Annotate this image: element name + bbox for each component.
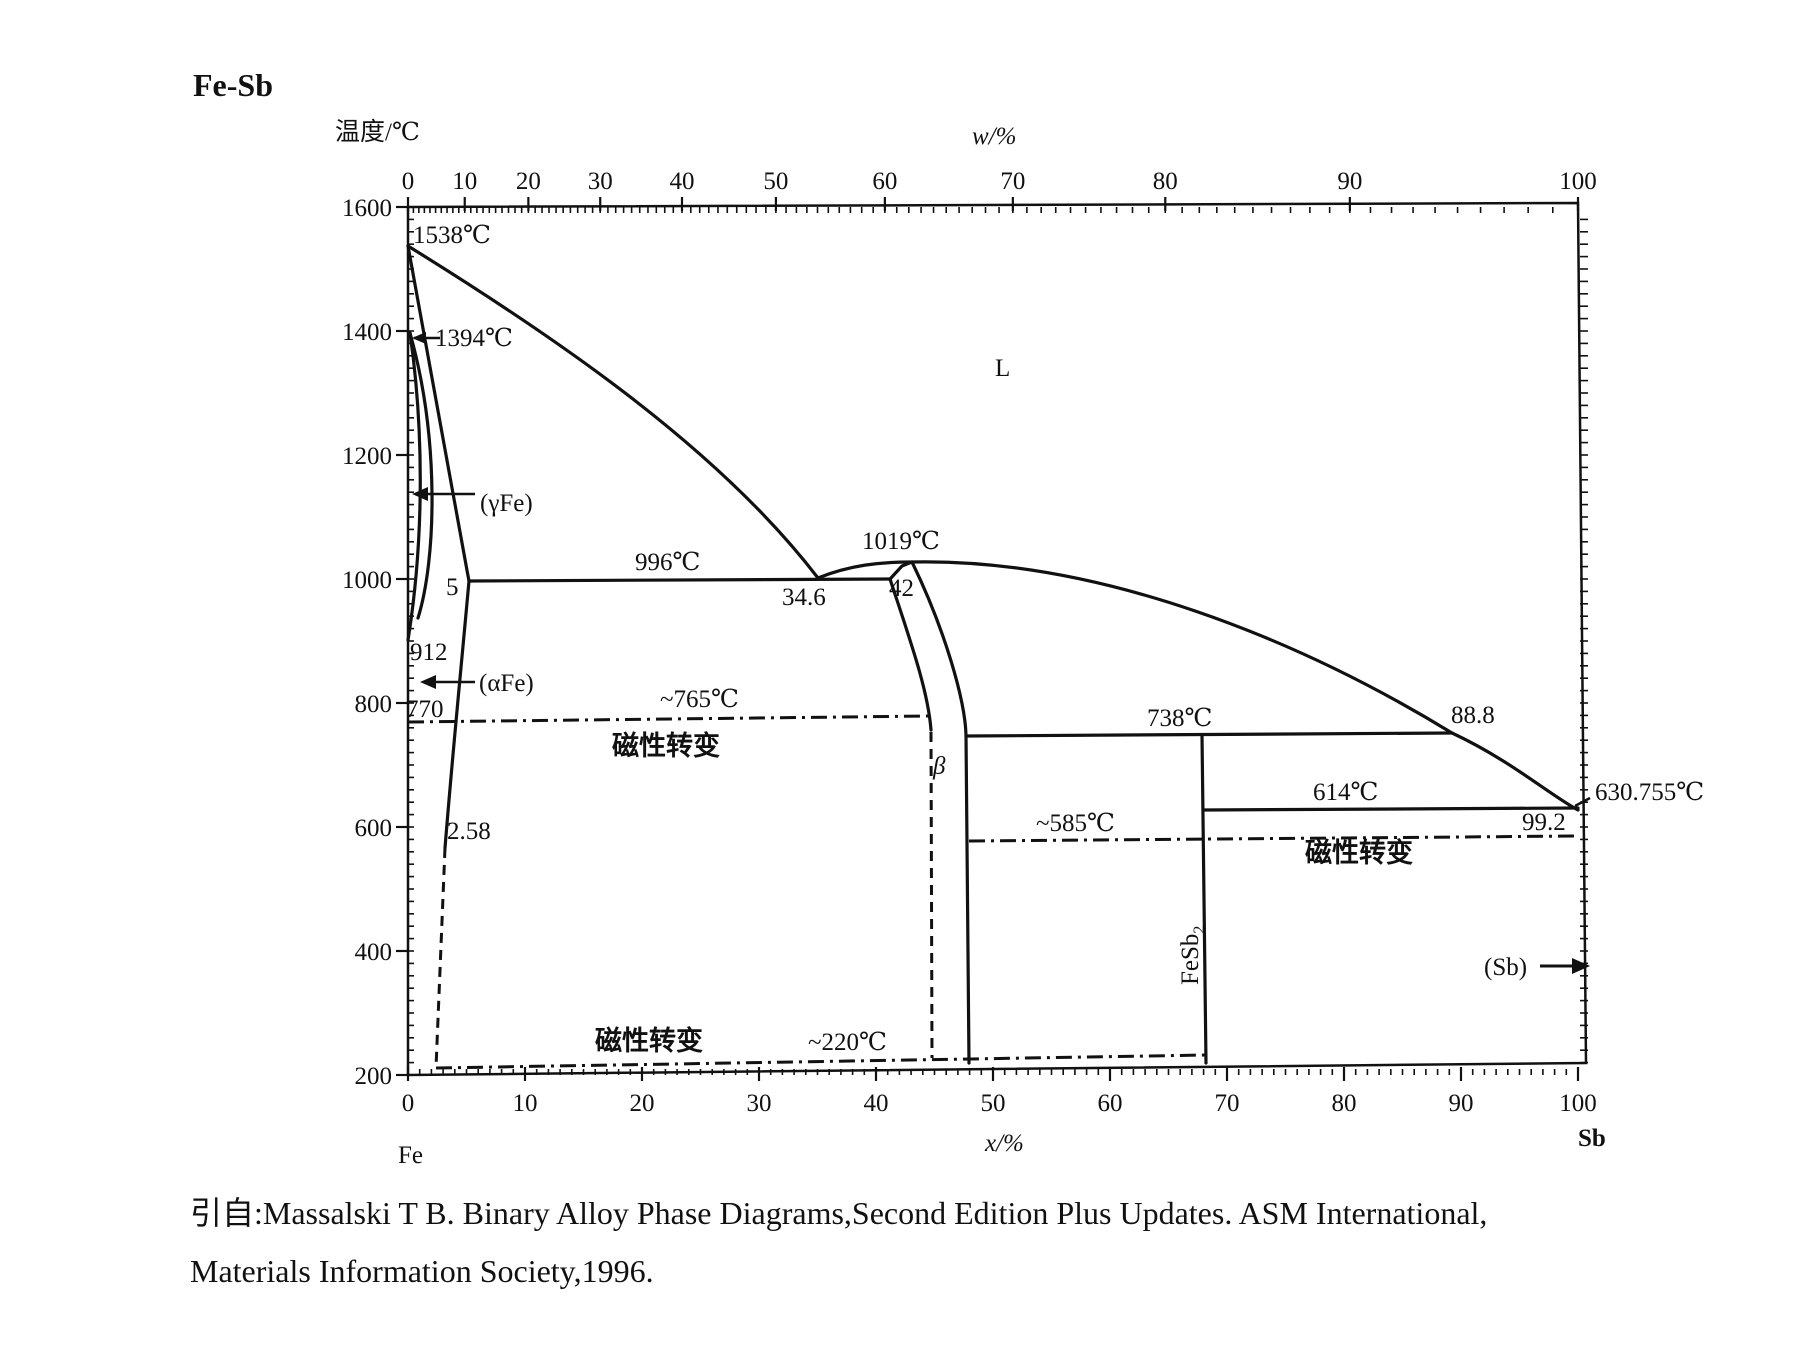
temperature-ticks: 1600 1400 1200 1000 800 600 400 200 [342,195,408,1090]
temp-tick-label: 400 [355,939,393,966]
magnetic-label-3: 磁性转变 [595,1025,703,1056]
peritectic-temp-label: 996℃ [635,549,700,576]
magnetic-220-label: ~220℃ [808,1029,887,1056]
caption-line-2: Materials Information Society,1996. [190,1253,654,1289]
bottom-tick-label: 20 [630,1090,655,1117]
magnetic-765-label: ~765℃ [660,686,739,713]
top-tick-label: 40 [669,168,694,195]
top-tick-label: 90 [1337,168,1362,195]
peritectic2-liq-label: 88.8 [1451,702,1495,729]
fe-solvus-low [434,847,447,1069]
gamma-fe-label: (γFe) [480,490,533,517]
eutectic-comp-label: 99.2 [1522,809,1566,836]
magnetic-label-2: 磁性转变 [1305,837,1413,868]
arrow-gamma-fe [412,487,475,501]
beta-phase-label: β [932,753,946,780]
sb-phase-label: (Sb) [1484,954,1527,981]
top-tick-label: 30 [588,168,613,195]
top-tick-label: 0 [402,168,415,195]
top-tick-label: 20 [516,168,541,195]
curie-fe-label: 770 [406,696,444,723]
temp-tick-label: 1600 [342,195,392,222]
beta-left-boundary [888,577,933,732]
arrow-1394 [412,332,440,344]
temp-tick-label: 1400 [342,319,392,346]
bottom-tick-label: 0 [402,1090,415,1117]
temp-tick-label: 200 [355,1063,393,1090]
temp-tick-label: 600 [355,815,393,842]
arrow-sb [1540,958,1590,974]
bottom-tick-label: 10 [513,1090,538,1117]
temperature-axis-label: 温度/℃ [335,118,420,146]
top-tick-label: 80 [1153,168,1178,195]
fe-solvus [443,579,471,850]
peritectic-liq-label: 34.6 [782,584,826,611]
magnetic-220-line [435,1053,1207,1070]
top-tick-label: 60 [872,168,897,195]
top-tick-label: 10 [452,168,477,195]
bottom-tick-label: 90 [1449,1090,1474,1117]
alpha-gamma-label: 912 [410,639,448,666]
delta-solidus [406,244,471,583]
peritectic-996-line [467,577,892,583]
top-axis-ticks: 0 10 20 30 40 50 60 70 80 90 100 [402,168,1597,211]
right-element-label: Sb [1578,1125,1606,1152]
temp-tick-label: 1000 [342,567,392,594]
top-tick-label: 50 [763,168,788,195]
arrow-sb-melting [1574,796,1591,808]
peritectic-sol-label: 5 [446,574,459,601]
gamma-loop-inner [406,331,422,642]
peritectic2-temp-label: 738℃ [1147,705,1212,732]
fesb2-subscript: 2 [1191,926,1208,934]
eutectic-temp-label: 614℃ [1313,779,1378,806]
top-axis-label: w/% [972,123,1016,150]
minor-ticks [408,207,1588,1075]
bottom-axis-label: x/% [984,1130,1024,1157]
fesb2-line [1200,733,1208,1065]
bottom-tick-label: 30 [747,1090,772,1117]
magnetic-585-label: ~585℃ [1036,810,1115,837]
bottom-tick-label: 100 [1559,1090,1597,1117]
bottom-axis-ticks: 0 10 20 30 40 50 60 70 80 90 100 [402,1067,1597,1117]
sb-melting-label: 630.755℃ [1595,779,1704,806]
top-tick-label: 70 [1000,168,1025,195]
magnetic-label-1: 磁性转变 [612,730,720,761]
beta-left-low [929,731,934,1059]
bottom-tick-label: 70 [1215,1090,1240,1117]
caption-line-1: 引自:Massalski T B. Binary Alloy Phase Dia… [190,1195,1487,1231]
plot-frame [406,201,1588,1077]
temp-tick-label: 1200 [342,443,392,470]
arrow-alpha-fe [420,675,475,689]
diagram-title: Fe-Sb [193,67,273,103]
top-tick-label: 100 [1559,168,1597,195]
beta-peritectic-link [888,560,914,581]
bottom-tick-label: 60 [1098,1090,1123,1117]
svg-text:FeSb2: FeSb2 [1177,926,1208,985]
magnetic-585-line [968,834,1581,843]
beta-peritectic-label: 42 [889,575,914,602]
fesb2-main: FeSb [1177,934,1204,985]
alpha-fe-label: (αFe) [479,670,534,697]
liquidus-fe-side [406,244,820,580]
fesb2-label: FeSb2 [1177,926,1208,985]
bottom-tick-label: 40 [864,1090,889,1117]
fe-melting-label: 1538℃ [413,222,491,249]
gamma-delta-label: 1394℃ [435,325,513,352]
left-element-label: Fe [398,1142,423,1169]
peritectic-738-line [964,731,1454,738]
liquid-label: L [995,355,1010,382]
bottom-tick-label: 80 [1332,1090,1357,1117]
temp-tick-label: 800 [355,691,393,718]
beta-max-label: 1019℃ [862,528,940,555]
beta-right-boundary [910,560,971,1065]
beta-liquidus [816,560,1580,812]
solvus-low-label: 2.58 [447,818,491,845]
eutectic-614-line [1202,806,1580,812]
bottom-tick-label: 50 [981,1090,1006,1117]
magnetic-765-line [407,714,932,724]
